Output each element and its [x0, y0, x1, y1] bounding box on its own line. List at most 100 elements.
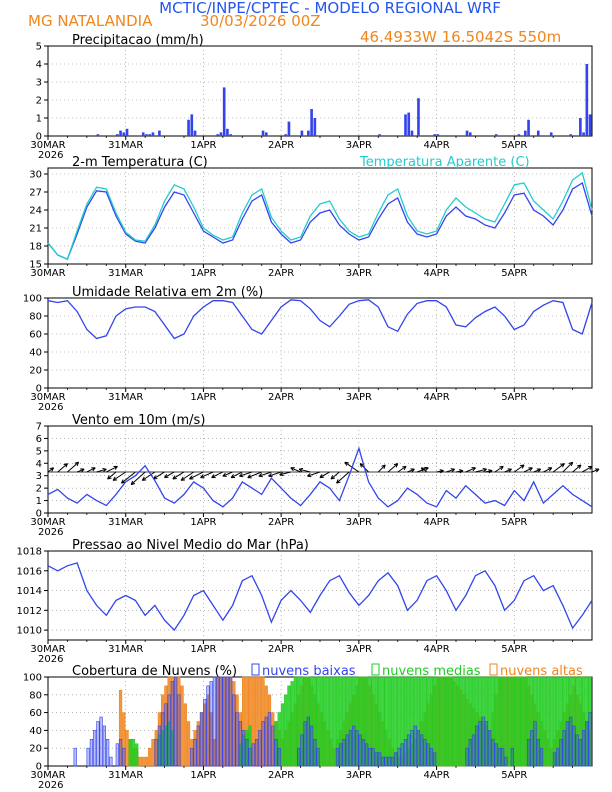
y-tick-label: 0	[36, 762, 42, 773]
wind-arrow-head	[420, 467, 426, 472]
wind-arrow	[446, 468, 455, 473]
humidity-frame	[47, 297, 593, 389]
cloud-mid-bar	[436, 676, 440, 767]
precip-bar	[410, 130, 414, 136]
precip-bar	[569, 134, 572, 136]
temperature-yticks: 15 18 21 24 27 30	[29, 170, 48, 271]
precip-bar	[300, 130, 304, 136]
legend-low-label: nuvens baixas	[262, 664, 356, 679]
x-tick-label: 4APR	[423, 644, 449, 655]
wind-arrow	[222, 471, 233, 477]
cloud-low-bar	[216, 676, 220, 767]
x-tick-label: 31MAR	[108, 268, 143, 279]
cloud-low-bar	[381, 756, 385, 767]
cloud-low-bar	[552, 752, 557, 767]
y-tick-label: 7	[36, 422, 42, 433]
x-tick-label: 5APR	[501, 392, 527, 403]
cloud-low-bar	[229, 676, 233, 767]
cloud-low-bar	[203, 698, 207, 767]
x-tick-label: 4APR	[423, 140, 449, 151]
cloud-low-bar	[504, 756, 508, 767]
cloud-low-bar	[562, 730, 566, 767]
cloud-mid-bar	[543, 676, 547, 767]
wind-arrow	[107, 471, 117, 480]
y-tick-label: 1014	[17, 586, 42, 597]
y-tick-label: 1	[36, 114, 42, 125]
cloud-low-bar	[170, 681, 174, 767]
x-tick-label: 4APR	[423, 517, 449, 528]
x-tick-label: 2APR	[268, 392, 294, 403]
cloud-low-bar	[303, 721, 307, 767]
cloud-low-bar	[264, 716, 268, 767]
x-tick-label: 30MAR	[30, 392, 65, 403]
cloud-low-bar	[433, 752, 437, 767]
y-tick-label: 100	[23, 294, 42, 305]
y-tick-label: 20	[29, 366, 42, 377]
cloud-low-bar	[478, 721, 482, 767]
wind-barbs	[47, 461, 600, 486]
wind-arrow	[494, 465, 504, 473]
cloud-mid-bar	[284, 694, 288, 767]
cloud-mid-bar	[449, 676, 453, 767]
wind-arrow-head	[547, 467, 553, 472]
cloud-mid-bar	[546, 676, 550, 767]
x-tick-label: 2APR	[268, 268, 294, 279]
x-tick-label: 4APR	[423, 392, 449, 403]
cloud-low-bar	[251, 743, 255, 767]
cloud-low-bar	[316, 747, 320, 767]
cloud-low-bar	[426, 743, 430, 767]
wind-arrow	[455, 470, 464, 473]
cloud-low-bar	[536, 738, 540, 767]
cloud-low-bar	[475, 725, 479, 767]
wind-arrow-head	[330, 475, 336, 480]
x-tick-label: 31MAR	[108, 392, 143, 403]
clouds-panel: 0 20 40 60 80 100 30MAR 31MAR 1APR 2APR 3APR 4APR 5…	[23, 663, 593, 791]
precip-bar	[190, 114, 194, 136]
wind-arrow-head	[588, 465, 593, 470]
x-year-label: 2026	[38, 654, 63, 665]
cloud-low-bar	[491, 738, 495, 767]
y-tick-label: 15	[29, 260, 42, 271]
wind-arrow-head	[520, 464, 525, 469]
wind-arrow	[407, 468, 415, 473]
wind-yticks: 0 12 34 567	[36, 422, 48, 520]
cloud-low-bar	[377, 752, 382, 767]
cloud-mid-bar	[442, 676, 446, 767]
wind-arrow	[552, 463, 565, 473]
x-tick-label: 31MAR	[108, 770, 143, 781]
y-tick-label: 5	[36, 42, 42, 53]
cloud-low-bar	[118, 738, 123, 767]
pressure-line	[47, 562, 593, 632]
page-title: MCTIC/INPE/CPTEC - MODELO REGIONAL WRF	[159, 0, 501, 17]
y-tick-label: 27	[29, 188, 42, 199]
x-tick-label: 4APR	[423, 770, 449, 781]
temperature-xticks: 30MAR 31MAR 1APR 2APR 3APR 4APR 5APR	[30, 264, 573, 279]
wind-arrow	[279, 471, 291, 476]
cloud-mid-bar	[513, 676, 518, 767]
x-year-label: 2026	[38, 402, 63, 413]
cloud-low-bar	[89, 738, 94, 767]
legend-mid-label: nuvens medias	[382, 664, 481, 679]
cloud-low-bar	[241, 730, 246, 767]
wind-arrow	[96, 468, 107, 473]
wind-arrow	[239, 471, 253, 477]
cloud-low-bar	[313, 738, 317, 767]
cloud-high-bar	[186, 721, 191, 767]
cloud-low-bar	[206, 685, 210, 767]
x-tick-label: 31MAR	[108, 140, 143, 151]
wind-arrow-head	[230, 474, 236, 479]
wind-arrow-head	[172, 475, 177, 480]
cloud-low-bar	[99, 716, 103, 767]
wind-arrow	[436, 470, 444, 473]
precip-bar	[96, 134, 100, 136]
precip-bar	[310, 109, 313, 136]
wind-arrow	[504, 468, 512, 473]
precip-bar	[264, 132, 268, 136]
temperature-line	[47, 181, 593, 261]
cloud-mid-bar	[326, 676, 330, 767]
cloud-low-bar	[368, 747, 372, 767]
cloud-low-bar	[254, 738, 259, 767]
cloud-low-bar	[345, 734, 349, 767]
precip-bar	[378, 134, 381, 136]
cloud-low-bar	[258, 730, 262, 767]
